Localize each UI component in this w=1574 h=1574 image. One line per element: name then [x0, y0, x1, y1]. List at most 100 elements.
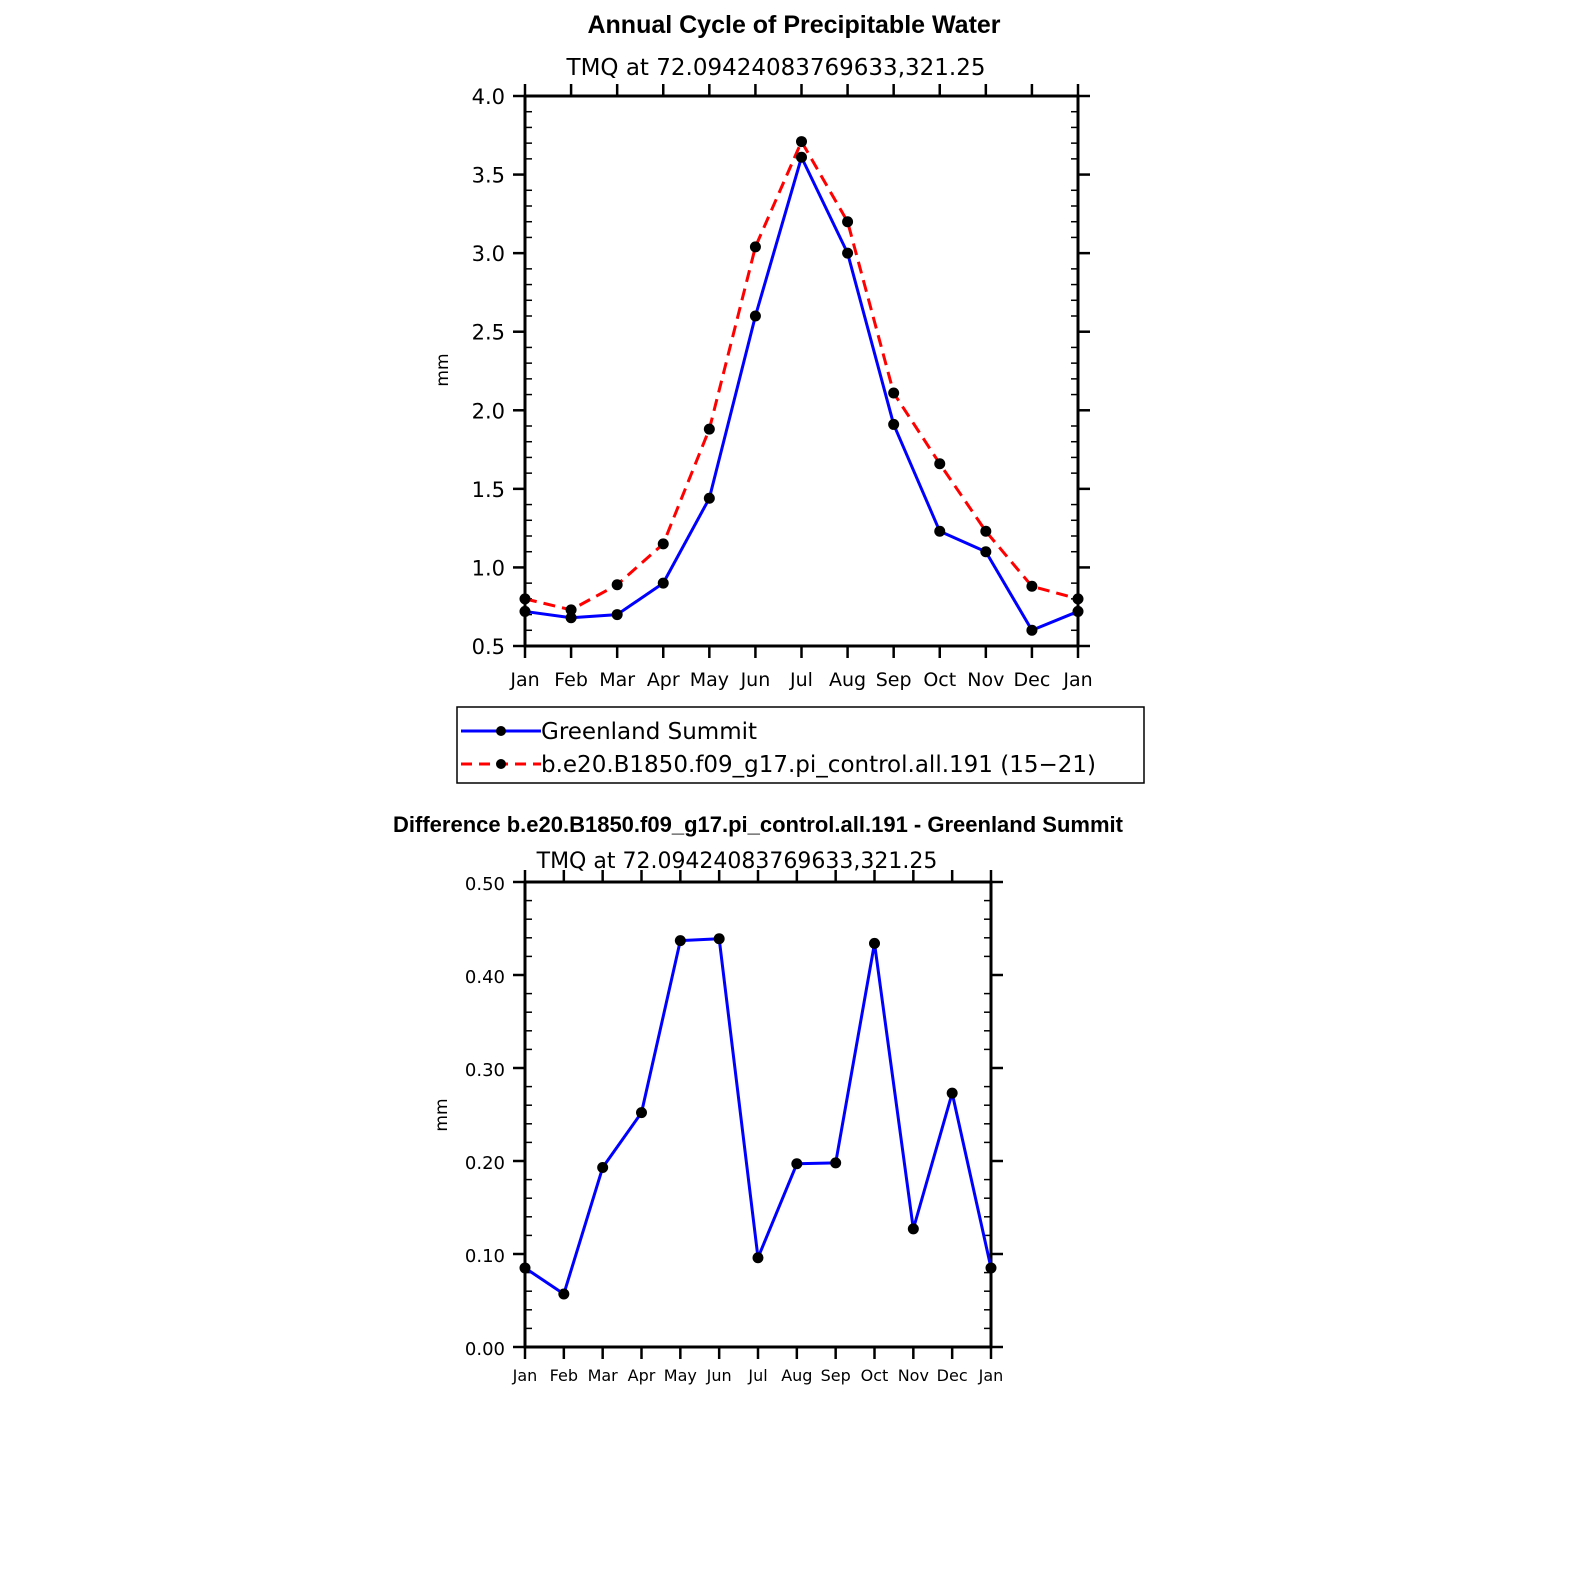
chart1-series-0-point: [749, 310, 761, 322]
chart1-series-1-line: [524, 140, 1079, 612]
legend-label-greenland: Greenland Summit: [541, 719, 757, 745]
chart1-frame: [523, 94, 1080, 648]
chart1-series-0-point: [703, 492, 715, 504]
chart2-subtitle: TMQ at 72.09424083769633,321.25: [536, 849, 938, 874]
chart2-x-tick-label: May: [664, 1366, 697, 1385]
legend-marker-greenland: [496, 726, 506, 736]
chart2-y-tick-label: 0.10: [465, 1246, 505, 1267]
chart2-series-0-point: [830, 1157, 842, 1169]
chart1-legend: Greenland Summit b.e20.B1850.f09_g17.pi_…: [456, 706, 1145, 784]
annual-cycle-chart: Annual Cycle of Precipitable Water TMQ a…: [433, 11, 1145, 784]
chart1-series-1-point: [1026, 580, 1038, 592]
chart1-series-1-point: [703, 423, 715, 435]
difference-chart: Difference b.e20.B1850.f09_g17.pi_contro…: [393, 812, 1124, 1385]
chart1-series-1-point: [565, 604, 577, 616]
chart2-x-tick-label: Apr: [628, 1366, 656, 1385]
chart2-x-tick-label: Sep: [821, 1366, 851, 1385]
chart1-series-1-point: [749, 241, 761, 253]
chart1-series-1-point: [1072, 593, 1084, 605]
chart2-series-0-point: [791, 1158, 803, 1170]
chart1-x-tick-label: Sep: [876, 669, 912, 691]
chart2-x-tick-label: Dec: [937, 1366, 968, 1385]
chart2-x-tick-label: Mar: [588, 1366, 619, 1385]
chart2-series-0-point: [558, 1288, 570, 1300]
chart1-series-1-point: [657, 538, 669, 550]
chart2-x-tick-label: Aug: [781, 1366, 812, 1385]
chart2-series-0-point: [752, 1252, 764, 1264]
chart2-y-tick-label: 0.40: [465, 967, 505, 988]
chart1-x-tick-label: Jan: [509, 669, 539, 691]
chart2-plot-area: Jan Feb Mar Apr May Jun Jul Aug Sep Oct Nov Dec Jan 0…: [465, 870, 1003, 1385]
chart1-x-tick-label: Jul: [789, 669, 813, 691]
chart1-x-tick-label: Feb: [554, 669, 588, 691]
chart1-series-1-point: [934, 458, 946, 470]
chart2-title: Difference b.e20.B1850.f09_g17.pi_contro…: [393, 812, 1124, 837]
chart2-series-0-point: [907, 1223, 919, 1235]
chart1-x-tick-label: Mar: [599, 669, 635, 691]
chart1-x-tick-label: Jan: [1062, 669, 1092, 691]
chart1-x-tick-label: Jun: [740, 669, 771, 691]
chart2-y-tick-label: 0.20: [465, 1153, 505, 1174]
chart1-y-tick-label: 2.5: [472, 321, 505, 345]
chart1-series-1-point: [611, 579, 623, 591]
chart1-series-0-line: [524, 155, 1079, 632]
chart1-series-1-point: [842, 216, 854, 228]
chart1-x-tick-label: Dec: [1014, 669, 1051, 691]
chart1-y-tick-label: 1.0: [472, 556, 505, 580]
chart2-x-tick-label: Nov: [898, 1366, 929, 1385]
chart1-series-0-point: [934, 525, 946, 537]
chart2-series-0-point: [674, 935, 686, 947]
chart2-x-tick-label: Feb: [550, 1366, 578, 1385]
legend-marker-model: [496, 759, 506, 769]
legend-label-model: b.e20.B1850.f09_g17.pi_control.all.191 (…: [541, 752, 1096, 778]
chart1-y-tick-label: 0.5: [472, 635, 505, 659]
chart1-series-0-point: [1026, 624, 1038, 636]
chart2-series-0-point: [985, 1262, 997, 1274]
chart2-x-tick-label: Oct: [861, 1366, 889, 1385]
chart2-series-0-line: [524, 937, 993, 1296]
legend-box: [456, 706, 1145, 784]
chart2-ylabel: mm: [432, 1098, 452, 1131]
chart1-series-1-point: [519, 593, 531, 605]
chart1-series-1-point: [796, 136, 807, 148]
chart1-y-tick-label: 3.5: [472, 164, 505, 188]
chart2-x-tick-label: Jul: [747, 1366, 767, 1385]
chart2-frame: [523, 880, 993, 1349]
chart1-y-tick-label: 2.0: [472, 399, 505, 423]
chart1-title: Annual Cycle of Precipitable Water: [587, 11, 1000, 39]
chart1-series-0-point: [980, 546, 992, 558]
chart1-series-0-point: [519, 605, 531, 617]
chart2-series-0-point: [946, 1087, 958, 1099]
chart1-x-tick-label: May: [690, 669, 729, 691]
chart2-x-tick-label: Jan: [978, 1366, 1004, 1385]
chart1-series-0-point: [657, 577, 669, 589]
chart1-subtitle: TMQ at 72.09424083769633,321.25: [566, 55, 986, 81]
chart1-y-tick-label: 4.0: [472, 85, 505, 109]
chart1-y-tick-label: 1.5: [472, 478, 505, 502]
chart2-series-0-point: [636, 1107, 647, 1119]
chart2-x-tick-label: Jun: [706, 1366, 732, 1385]
chart1-x-tick-label: Aug: [829, 669, 866, 691]
chart2-series-0-point: [713, 933, 725, 945]
chart1-x-tick-label: Apr: [647, 669, 680, 691]
chart1-series-0-point: [796, 151, 807, 163]
chart2-y-tick-label: 0.50: [465, 874, 505, 895]
chart1-x-tick-label: Nov: [967, 669, 1004, 691]
chart1-ylabel: mm: [433, 353, 453, 386]
chart2-y-tick-label: 0.30: [465, 1060, 505, 1081]
chart1-y-tick-label: 3.0: [472, 242, 505, 266]
chart2-series-0-point: [869, 937, 880, 949]
chart1-series-1-point: [888, 387, 900, 399]
chart1-series-0-point: [611, 609, 623, 621]
chart1-plot-area: Jan Feb Mar Apr May Jun Jul Aug Sep Oct Nov Dec Jan0…: [472, 84, 1093, 691]
chart2-y-tick-label: 0.00: [465, 1339, 505, 1360]
chart1-x-tick-label: Oct: [923, 669, 956, 691]
chart2-series-0-point: [597, 1162, 609, 1174]
chart2-series-0-point: [519, 1262, 531, 1274]
chart1-series-0-point: [842, 247, 854, 259]
chart1-series-1-point: [980, 525, 992, 537]
chart1-series-0-point: [565, 612, 577, 624]
chart1-series-0-point: [888, 418, 900, 430]
chart1-series-0-point: [1072, 605, 1084, 617]
